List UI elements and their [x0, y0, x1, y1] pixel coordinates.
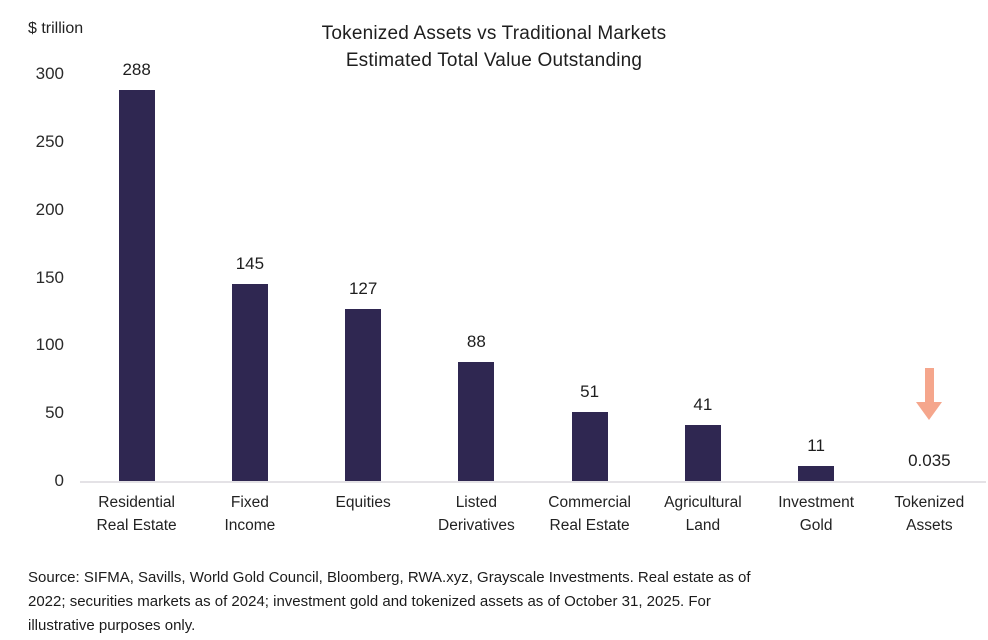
bar-value-label: 51: [580, 381, 600, 401]
bar: [345, 308, 382, 481]
bar: [571, 411, 608, 481]
chart-title-line1: Tokenized Assets vs Traditional Markets: [321, 23, 667, 44]
y-axis-tick-label: 150: [35, 267, 64, 287]
bar-column: 11: [760, 74, 873, 481]
x-axis-category-label-line: Equities: [335, 494, 391, 511]
x-axis-category-label-line: Tokenized: [894, 494, 965, 511]
bar: [458, 361, 495, 481]
bar-value-label: 288: [122, 60, 151, 80]
bar-column: 145: [193, 74, 306, 481]
x-axis-category-label-line: Real Estate: [549, 517, 630, 534]
bar-column: 127: [307, 74, 420, 481]
y-axis-tick-label: 300: [35, 64, 64, 83]
x-axis-category-label: Commercial Real Estate: [533, 491, 646, 537]
x-axis-category-label: Agricultural Land: [646, 491, 759, 537]
plot-area: 288 145 127 88 51 41 11 0.035: [80, 60, 986, 483]
x-axis-category-label: Tokenized Assets: [873, 491, 986, 537]
bar-value-label: 145: [235, 254, 265, 274]
x-axis-category-label-line: Land: [685, 517, 721, 534]
bar-column: 0.035: [873, 74, 986, 481]
bar-column: 288: [80, 60, 193, 481]
source-note-line: 2022; securities markets as of 2024; inv…: [28, 593, 711, 610]
source-note: Source: SIFMA, Savills, World Gold Counc…: [28, 566, 973, 638]
source-note-line: illustrative purposes only.: [28, 617, 196, 634]
y-axis-tick-label: 100: [35, 335, 64, 355]
y-axis-tick-label: 0: [54, 471, 64, 490]
x-axis-category-label-line: Listed: [455, 494, 498, 511]
x-axis-category-label-line: Derivatives: [438, 517, 515, 534]
chart-title: Tokenized Assets vs Traditional Markets …: [0, 20, 988, 74]
bar-value-label: 11: [807, 436, 825, 456]
x-axis-category-label: Investment Gold: [760, 491, 873, 537]
x-axis-category-label-line: Income: [224, 517, 276, 534]
chart-title-line2: Estimated Total Value Outstanding: [345, 50, 643, 71]
bar-value-label: 127: [348, 278, 378, 298]
x-axis-category-label-line: Agricultural: [664, 494, 742, 511]
bar-column: 51: [533, 74, 646, 481]
x-axis-category-label-line: Fixed: [230, 494, 269, 511]
bar-value-label: 41: [693, 395, 713, 415]
x-axis-category-label-line: Investment: [778, 494, 855, 511]
x-axis-category-label-line: Assets: [906, 517, 953, 534]
x-axis-category-label-line: Gold: [799, 517, 833, 534]
bar-column: 88: [420, 74, 533, 481]
bar-column: 41: [646, 74, 759, 481]
bar-value-label: 88: [466, 331, 486, 351]
y-axis-tick-label: 250: [35, 131, 64, 151]
source-note-line: Source: SIFMA, Savills, World Gold Counc…: [28, 569, 751, 586]
x-axis-category-label: Equities: [307, 491, 420, 537]
x-axis-category-label-line: Commercial: [548, 494, 631, 511]
x-axis-category-label: Fixed Income: [193, 491, 306, 537]
bar: [684, 425, 721, 481]
bar-value-label: 0.035: [908, 450, 951, 470]
x-axis-category-label-line: Real Estate: [96, 517, 177, 534]
x-axis-category-label: Listed Derivatives: [420, 491, 533, 537]
x-axis-category-label-line: Residential: [98, 494, 175, 511]
y-axis-unit-label: $ trillion: [28, 20, 84, 37]
bar: [118, 90, 155, 481]
x-axis-labels: Residential Real Estate Fixed Income Equitie…: [80, 491, 986, 537]
y-axis-tick-label: 50: [45, 403, 64, 423]
x-axis-category-label: Residential Real Estate: [80, 491, 193, 537]
y-axis-tick-label: 200: [35, 199, 64, 219]
bar: [231, 284, 268, 481]
bar: [798, 466, 835, 481]
down-arrow-icon: [916, 368, 943, 420]
